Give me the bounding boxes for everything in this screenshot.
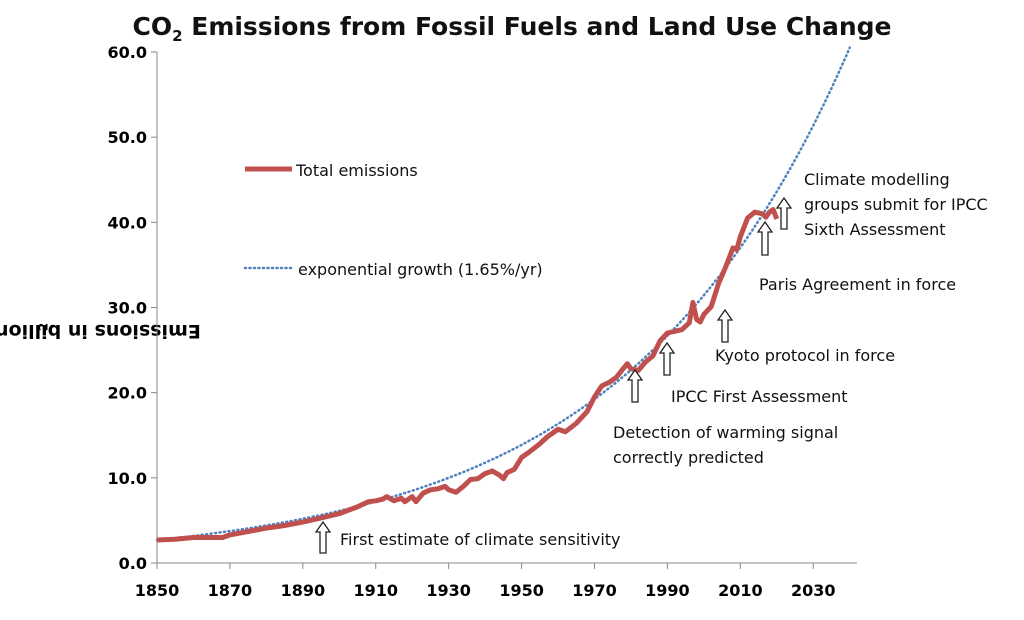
x-tick-label: 1870	[208, 581, 253, 600]
y-tick-label: 50.0	[108, 128, 147, 147]
x-tick-label: 2010	[718, 581, 763, 600]
annotation-label: First estimate of climate sensitivity	[340, 530, 621, 549]
y-tick-label: 60.0	[108, 43, 147, 62]
annotation-label: IPCC First Assessment	[671, 387, 848, 406]
x-tick-label: 1890	[281, 581, 326, 600]
annotation-label: Kyoto protocol in force	[715, 346, 895, 365]
annotations: First estimate of climate sensitivity Det…	[314, 170, 988, 554]
annotation-arrow	[314, 520, 332, 554]
annotation-label: Paris Agreement in force	[759, 275, 956, 294]
x-tick-label: 1850	[135, 581, 180, 600]
annotation-arrow	[658, 341, 676, 376]
chart-title: CO2 Emissions from Fossil Fuels and Land…	[132, 12, 892, 45]
x-tick-label: 1970	[572, 581, 617, 600]
x-tick-label: 1910	[353, 581, 398, 600]
annotation-label: Detection of warming signal correctly pre…	[613, 423, 838, 467]
y-tick-label: 30.0	[108, 299, 147, 318]
annotation-arrow	[626, 368, 644, 403]
legend-label-exponential: exponential growth (1.65%/yr)	[298, 260, 543, 279]
axes: 0.0 10.0 20.0 30.0 40.0 50.0 60.0 1850 1870 1890 1…	[108, 43, 857, 600]
total-emissions-line	[156, 207, 780, 543]
x-tick-label: 1950	[499, 581, 544, 600]
annotation-arrow	[775, 196, 793, 230]
y-tick-label: 20.0	[108, 384, 147, 403]
y-tick-label: 40.0	[108, 213, 147, 232]
legend-label-total: Total emissions	[295, 161, 418, 180]
x-tick-label: 2030	[791, 581, 836, 600]
total-emissions-series	[156, 207, 780, 543]
x-tick-label: 1930	[426, 581, 471, 600]
legend: Total emissions exponential growth (1.65%…	[243, 161, 543, 279]
exponential-growth-series	[155, 46, 851, 542]
annotation-arrow	[756, 220, 774, 256]
annotation-arrow	[716, 308, 734, 343]
x-tick-label: 1990	[645, 581, 690, 600]
annotation-label: Climate modelling groups submit for IPCC S…	[804, 170, 988, 239]
exponential-growth-line	[155, 46, 851, 542]
y-tick-label: 0.0	[119, 554, 147, 573]
y-tick-label: 10.0	[108, 469, 147, 488]
